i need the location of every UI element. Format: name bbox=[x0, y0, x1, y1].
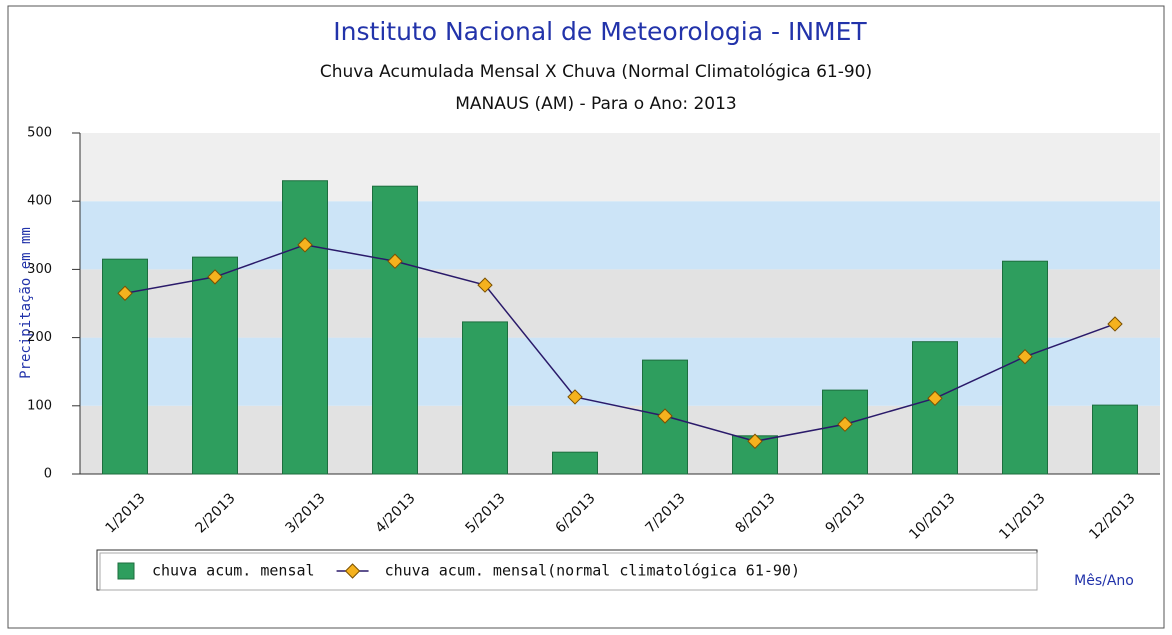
legend-label: chuva acum. mensal(normal climatológica … bbox=[385, 562, 800, 580]
chart-subtitle: Chuva Acumulada Mensal X Chuva (Normal C… bbox=[320, 62, 872, 82]
line-marker bbox=[927, 390, 943, 407]
line-marker bbox=[1017, 348, 1033, 365]
y-axis-label: Precipitação em mm bbox=[18, 227, 34, 379]
chart-subtitle: MANAUS (AM) - Para o Ano: 2013 bbox=[455, 94, 737, 114]
background-band bbox=[80, 337, 1160, 406]
background-band bbox=[80, 133, 1160, 202]
line-marker bbox=[747, 433, 763, 449]
y-tick-label: 300 bbox=[27, 262, 52, 277]
legend-swatch bbox=[117, 562, 135, 580]
line-marker bbox=[297, 237, 313, 253]
line bbox=[124, 244, 1116, 443]
background-band bbox=[80, 269, 1160, 338]
y-tick-label: 400 bbox=[27, 194, 52, 209]
line-marker bbox=[567, 389, 583, 405]
line-marker bbox=[837, 416, 853, 432]
y-tick-label: 100 bbox=[27, 398, 52, 413]
line-marker bbox=[657, 408, 673, 424]
background-band bbox=[80, 405, 1160, 474]
legend-inner bbox=[99, 552, 1038, 591]
line-marker bbox=[477, 277, 493, 293]
bar bbox=[192, 256, 238, 475]
bar bbox=[1092, 404, 1138, 475]
bar bbox=[552, 451, 598, 475]
bar bbox=[822, 389, 868, 475]
y-tick-label: 500 bbox=[27, 126, 52, 141]
legend-marker bbox=[344, 563, 361, 579]
bar bbox=[1002, 260, 1048, 475]
legend-label: chuva acum. mensal bbox=[152, 562, 315, 580]
bar bbox=[912, 341, 958, 475]
chart-title: Instituto Nacional de Meteorologia - INM… bbox=[333, 17, 867, 46]
y-tick-label: 0 bbox=[44, 467, 52, 482]
legend bbox=[96, 549, 1038, 591]
line-marker bbox=[117, 285, 133, 301]
bar bbox=[462, 321, 508, 475]
x-axis-label: Mês/Ano bbox=[1074, 573, 1134, 589]
line-marker bbox=[207, 269, 223, 285]
bar bbox=[372, 185, 418, 475]
line-marker bbox=[1107, 316, 1123, 332]
y-tick-label: 200 bbox=[27, 330, 52, 345]
bar bbox=[282, 180, 328, 475]
background-band bbox=[80, 201, 1160, 270]
line-marker bbox=[387, 253, 403, 269]
